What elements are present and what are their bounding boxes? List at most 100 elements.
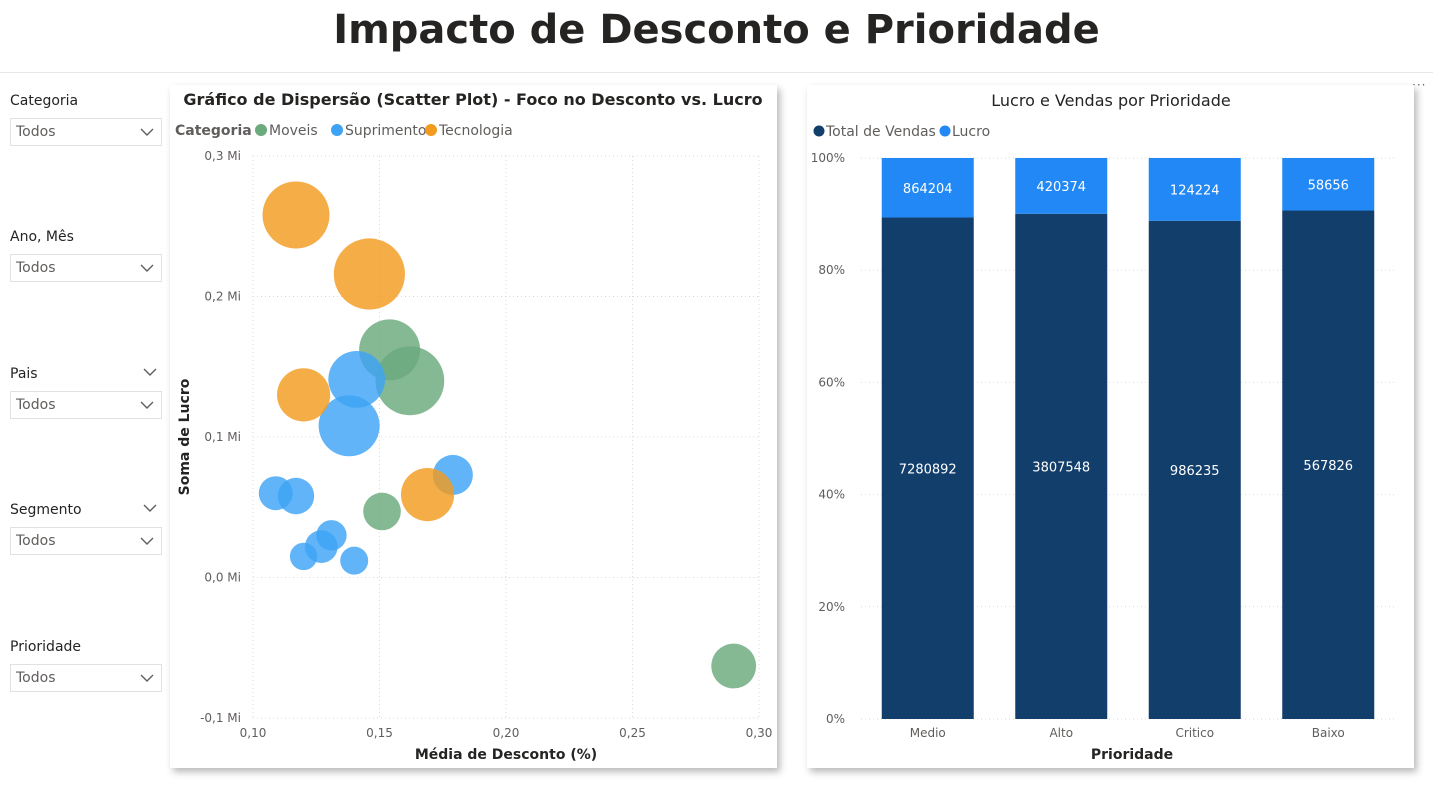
chevron-down-icon[interactable] xyxy=(139,127,155,137)
chevron-down-icon[interactable] xyxy=(139,400,155,410)
bubble-point[interactable] xyxy=(333,238,405,310)
legend-marker xyxy=(255,124,267,136)
slicer-dropdown[interactable]: Todos xyxy=(10,391,162,419)
data-label-vendas: 3807548 xyxy=(1032,460,1090,475)
slicer-header: Segmento xyxy=(10,499,162,521)
slicer-title: Ano, Mês xyxy=(10,229,74,245)
bar-segment-lucro[interactable] xyxy=(881,158,974,218)
bubble-point[interactable] xyxy=(289,542,318,571)
bar-segment-vendas[interactable] xyxy=(1148,220,1241,720)
legend-marker xyxy=(425,124,437,136)
data-label-lucro: 58656 xyxy=(1308,178,1349,193)
slicer-selected-value: Todos xyxy=(16,670,56,686)
x-tick-label: 0,10 xyxy=(240,726,267,740)
slicer: Ano, Mês Todos xyxy=(10,226,162,282)
legend-label: Suprimentos xyxy=(345,123,434,139)
legend-marker xyxy=(939,125,951,137)
slicer-dropdown[interactable]: Todos xyxy=(10,664,162,692)
x-axis-title: Média de Desconto (%) xyxy=(415,747,597,763)
slicer-dropdown[interactable]: Todos xyxy=(10,118,162,146)
x-tick-label: Critico xyxy=(1175,726,1214,740)
x-tick-label: 0,15 xyxy=(366,726,393,740)
slicer-selected-value: Todos xyxy=(16,397,56,413)
bubble-point[interactable] xyxy=(711,643,757,689)
chevron-down-icon[interactable] xyxy=(139,263,155,273)
bubble-point[interactable] xyxy=(363,492,401,531)
more-options-icon[interactable]: ··· xyxy=(1412,78,1427,92)
y-tick-label: 0,2 Mi xyxy=(204,290,241,304)
bar-segment-lucro[interactable] xyxy=(1015,158,1108,214)
legend-label: Total de Vendas xyxy=(825,124,936,140)
slicer-dropdown[interactable]: Todos xyxy=(10,254,162,282)
bar-segment-vendas[interactable] xyxy=(1282,210,1375,719)
slicer: Pais Todos xyxy=(10,363,162,419)
slicer-title: Pais xyxy=(10,366,38,382)
legend-marker xyxy=(813,125,825,137)
y-tick-label: 0% xyxy=(826,712,845,726)
y-axis-title: Soma de Lucro xyxy=(177,378,193,495)
legend-label: Tecnologia xyxy=(438,123,513,139)
data-label-vendas: 567826 xyxy=(1303,459,1353,474)
slicer-selected-value: Todos xyxy=(16,533,56,549)
bar-segment-vendas[interactable] xyxy=(881,217,974,719)
x-axis-title: Prioridade xyxy=(1091,747,1173,763)
data-label-vendas: 7280892 xyxy=(899,462,957,477)
slicer-selected-value: Todos xyxy=(16,260,56,276)
bar-segment-vendas[interactable] xyxy=(1015,213,1108,720)
chart-title: Lucro e Vendas por Prioridade xyxy=(991,91,1230,110)
data-label-vendas: 986235 xyxy=(1170,464,1220,479)
slicer-header: Categoria xyxy=(10,90,162,112)
scatter-chart: Gráfico de Dispersão (Scatter Plot) - Fo… xyxy=(175,90,773,763)
x-tick-label: 0,30 xyxy=(746,726,773,740)
data-label-lucro: 420374 xyxy=(1036,180,1086,195)
bubble-point[interactable] xyxy=(328,350,386,408)
bubble-point[interactable] xyxy=(262,181,330,249)
bar-segment-lucro[interactable] xyxy=(1148,158,1241,221)
legend-title: Categoria xyxy=(175,123,252,139)
slicer-title: Prioridade xyxy=(10,639,82,655)
slicer-title: Categoria xyxy=(10,93,79,109)
bubble-point[interactable] xyxy=(400,468,455,522)
legend-label: Lucro xyxy=(952,124,990,140)
bar-segment-lucro[interactable] xyxy=(1282,158,1375,211)
slicer-header: Prioridade xyxy=(10,636,162,658)
y-tick-label: -0,1 Mi xyxy=(200,711,241,725)
y-tick-label: 0,1 Mi xyxy=(204,430,241,444)
y-tick-label: 20% xyxy=(818,600,845,614)
slicer: Categoria Todos xyxy=(10,90,162,146)
bubble-point[interactable] xyxy=(375,346,445,416)
y-tick-label: 0,3 Mi xyxy=(204,149,241,163)
x-tick-label: Alto xyxy=(1049,726,1073,740)
expand-chevron-icon[interactable] xyxy=(142,503,158,513)
expand-chevron-icon[interactable] xyxy=(142,367,158,377)
bubble-point[interactable] xyxy=(318,395,380,457)
slicer: Segmento Todos xyxy=(10,499,162,555)
bubble-point[interactable] xyxy=(340,546,369,575)
stacked-column-chart-panel[interactable]: Lucro e Vendas por Prioridade Total de Ve… xyxy=(807,85,1414,768)
slicer-title: Segmento xyxy=(10,502,82,518)
page-title: Impacto de Desconto e Prioridade xyxy=(333,7,1100,53)
y-tick-label: 100% xyxy=(811,151,845,165)
title-divider xyxy=(0,72,1433,73)
slicer-dropdown[interactable]: Todos xyxy=(10,527,162,555)
data-label-lucro: 124224 xyxy=(1170,183,1220,198)
slicer-header: Pais xyxy=(10,363,162,385)
chevron-down-icon[interactable] xyxy=(139,536,155,546)
y-tick-label: 0,0 Mi xyxy=(204,571,241,585)
bubble-point[interactable] xyxy=(277,477,315,515)
y-tick-label: 60% xyxy=(818,375,845,389)
x-tick-label: Medio xyxy=(910,726,946,740)
chart-title: Gráfico de Dispersão (Scatter Plot) - Fo… xyxy=(183,90,762,109)
legend-label: Moveis xyxy=(269,123,318,139)
stacked-column-chart: Lucro e Vendas por Prioridade Total de Ve… xyxy=(811,91,1395,763)
legend-marker xyxy=(331,124,343,136)
y-tick-label: 40% xyxy=(818,488,845,502)
x-tick-label: 0,20 xyxy=(493,726,520,740)
x-tick-label: 0,25 xyxy=(619,726,646,740)
data-label-lucro: 864204 xyxy=(903,182,953,197)
slicer-header: Ano, Mês xyxy=(10,226,162,248)
chevron-down-icon[interactable] xyxy=(139,673,155,683)
bubble-point[interactable] xyxy=(277,368,331,422)
y-tick-label: 80% xyxy=(818,263,845,277)
scatter-chart-panel[interactable]: Gráfico de Dispersão (Scatter Plot) - Fo… xyxy=(170,85,777,768)
